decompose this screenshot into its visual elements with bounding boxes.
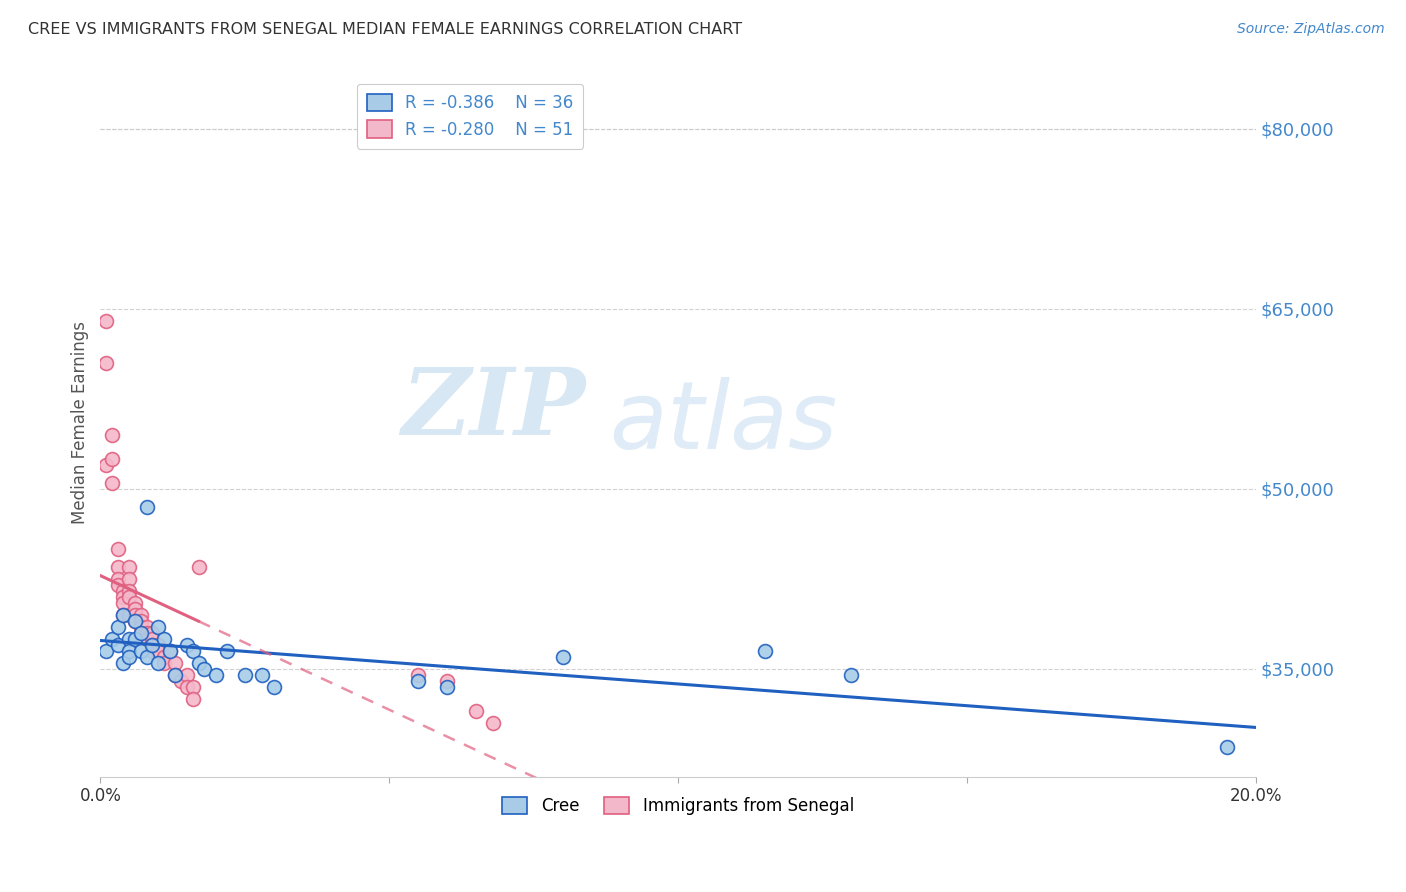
Point xyxy=(107,638,129,652)
Point xyxy=(406,673,429,688)
Point xyxy=(841,668,863,682)
Point xyxy=(112,583,135,598)
Point xyxy=(135,620,157,634)
Point xyxy=(263,680,285,694)
Point xyxy=(107,620,129,634)
Point xyxy=(406,668,429,682)
Point xyxy=(181,644,204,658)
Point xyxy=(141,625,163,640)
Point xyxy=(129,607,152,622)
Point xyxy=(176,638,198,652)
Point xyxy=(1216,739,1239,754)
Point xyxy=(193,662,215,676)
Point xyxy=(112,607,135,622)
Point xyxy=(146,644,169,658)
Point xyxy=(129,614,152,628)
Text: CREE VS IMMIGRANTS FROM SENEGAL MEDIAN FEMALE EARNINGS CORRELATION CHART: CREE VS IMMIGRANTS FROM SENEGAL MEDIAN F… xyxy=(28,22,742,37)
Point xyxy=(170,673,193,688)
Point xyxy=(436,680,458,694)
Point xyxy=(181,691,204,706)
Point xyxy=(124,614,146,628)
Point xyxy=(482,715,505,730)
Point xyxy=(135,625,157,640)
Point xyxy=(101,451,124,466)
Point xyxy=(107,578,129,592)
Point xyxy=(118,559,141,574)
Point xyxy=(165,668,187,682)
Text: Source: ZipAtlas.com: Source: ZipAtlas.com xyxy=(1237,22,1385,37)
Point xyxy=(159,644,181,658)
Point xyxy=(112,590,135,604)
Point xyxy=(124,614,146,628)
Point xyxy=(112,607,135,622)
Point xyxy=(159,644,181,658)
Point xyxy=(129,625,152,640)
Point xyxy=(118,583,141,598)
Point xyxy=(250,668,273,682)
Point xyxy=(124,596,146,610)
Point xyxy=(187,559,209,574)
Point xyxy=(141,638,163,652)
Point xyxy=(112,656,135,670)
Point xyxy=(754,644,776,658)
Point xyxy=(118,632,141,646)
Point xyxy=(135,649,157,664)
Point xyxy=(141,644,163,658)
Legend: Cree, Immigrants from Senegal: Cree, Immigrants from Senegal xyxy=(492,787,863,825)
Y-axis label: Median Female Earnings: Median Female Earnings xyxy=(72,321,89,524)
Point xyxy=(107,559,129,574)
Text: ZIP: ZIP xyxy=(402,364,586,453)
Point xyxy=(118,572,141,586)
Point xyxy=(146,638,169,652)
Point xyxy=(118,590,141,604)
Point xyxy=(129,620,152,634)
Text: atlas: atlas xyxy=(609,377,837,468)
Point xyxy=(94,458,117,472)
Point xyxy=(187,656,209,670)
Point xyxy=(146,656,169,670)
Point xyxy=(94,313,117,327)
Point xyxy=(124,601,146,615)
Point xyxy=(141,632,163,646)
Point xyxy=(153,649,176,664)
Point xyxy=(146,620,169,634)
Point xyxy=(135,632,157,646)
Point xyxy=(101,632,124,646)
Point xyxy=(181,680,204,694)
Point xyxy=(165,668,187,682)
Point xyxy=(124,607,146,622)
Point xyxy=(464,704,486,718)
Point xyxy=(118,644,141,658)
Point xyxy=(101,475,124,490)
Point xyxy=(118,607,141,622)
Point xyxy=(141,638,163,652)
Point xyxy=(94,356,117,370)
Point xyxy=(135,500,157,514)
Point xyxy=(94,644,117,658)
Point xyxy=(107,541,129,556)
Point xyxy=(129,625,152,640)
Point xyxy=(205,668,228,682)
Point xyxy=(153,656,176,670)
Point xyxy=(153,632,176,646)
Point xyxy=(107,572,129,586)
Point xyxy=(551,649,574,664)
Point xyxy=(436,673,458,688)
Point xyxy=(176,668,198,682)
Point xyxy=(124,632,146,646)
Point xyxy=(217,644,239,658)
Point xyxy=(129,644,152,658)
Point xyxy=(112,596,135,610)
Point xyxy=(165,656,187,670)
Point xyxy=(118,649,141,664)
Point xyxy=(176,680,198,694)
Point xyxy=(233,668,256,682)
Point xyxy=(101,427,124,442)
